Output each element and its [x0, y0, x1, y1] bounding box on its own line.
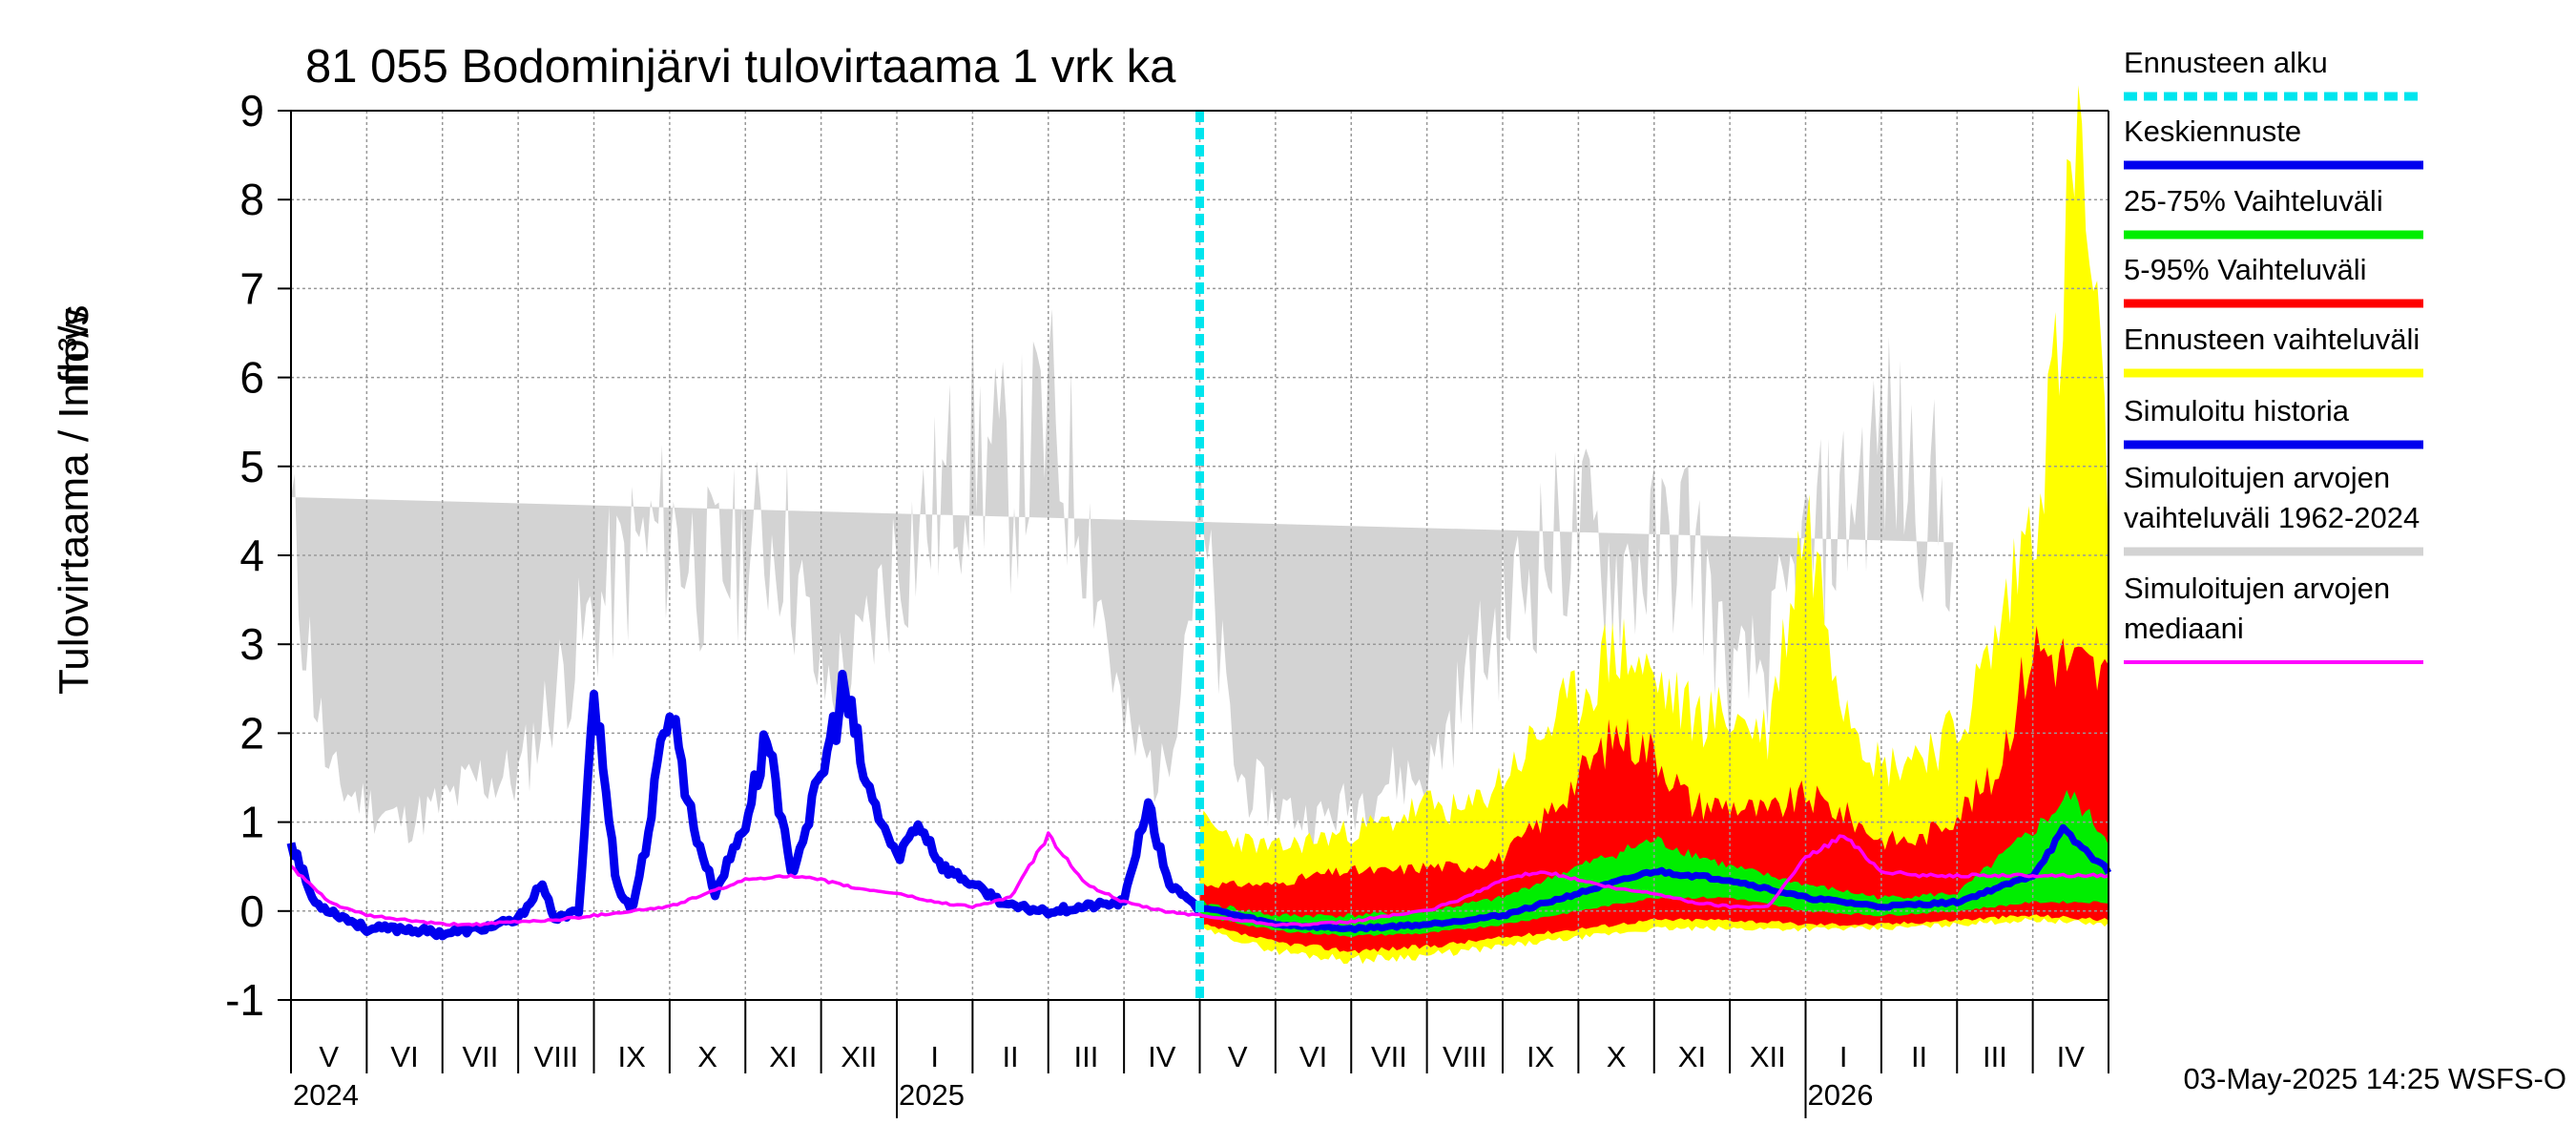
month-label: III	[1983, 1040, 2007, 1073]
p25-75-band	[1199, 790, 2109, 938]
y-tick-labels: -1 0 1 2 3 4 5 6 7 8 9	[225, 86, 264, 1025]
legend-label-mean: Keskiennuste	[2124, 114, 2301, 148]
y-tick-label: 0	[239, 886, 264, 936]
month-label: VI	[390, 1040, 418, 1073]
month-label: XI	[769, 1040, 797, 1073]
axes-layer	[278, 110, 2109, 1118]
legend-label-hrange: Simuloitujen arvojen	[2124, 461, 2390, 494]
y-tick-label: 8	[239, 175, 264, 224]
month-label: II	[1002, 1040, 1018, 1073]
legend-label-hist: Simuloitu historia	[2124, 394, 2350, 427]
year-label: 2024	[293, 1078, 359, 1112]
legend: Ennusteen alku Keskiennuste 25-75% Vaihtel…	[2124, 46, 2423, 664]
median-line	[289, 831, 2109, 927]
y-axis-unit: m³/s	[51, 304, 97, 386]
y-tick-label: 3	[239, 619, 264, 669]
month-label: II	[1911, 1040, 1927, 1073]
year-labels: 2024 2025 2026	[293, 1078, 1873, 1112]
month-label: I	[930, 1040, 939, 1073]
month-label: VI	[1299, 1040, 1327, 1073]
historical-range-band	[291, 308, 1954, 846]
month-label: IX	[618, 1040, 647, 1073]
legend-label-p0595: 5-95% Vaihteluväli	[2124, 253, 2366, 286]
chart-title: 81 055 Bodominjärvi tulovirtaama 1 vrk k…	[305, 41, 1176, 93]
legend-label-median: Simuloitujen arvojen	[2124, 572, 2390, 605]
y-tick-label: -1	[225, 975, 264, 1025]
month-label: IX	[1527, 1040, 1555, 1073]
year-label: 2026	[1808, 1078, 1874, 1112]
y-tick-label: 6	[239, 353, 264, 403]
y-tick-label: 1	[239, 798, 264, 847]
month-label: IV	[2057, 1040, 2086, 1073]
month-label: VIII	[534, 1040, 579, 1073]
legend-label-start: Ennusteen alku	[2124, 46, 2328, 79]
month-label: VII	[1371, 1040, 1407, 1073]
month-label: VIII	[1443, 1040, 1487, 1073]
legend-label-p2575: 25-75% Vaihteluväli	[2124, 184, 2383, 218]
legend-label-hrange: vaihteluväli 1962-2024	[2124, 501, 2420, 534]
legend-label-median: mediaani	[2124, 612, 2244, 645]
timestamp: 03-May-2025 14:25 WSFS-O	[2184, 1062, 2566, 1095]
month-label: V	[1228, 1040, 1248, 1073]
y-tick-label: 4	[239, 531, 264, 580]
month-label: X	[697, 1040, 717, 1073]
y-tick-label: 9	[239, 86, 264, 135]
month-label: X	[1607, 1040, 1627, 1073]
month-label: VII	[462, 1040, 498, 1073]
month-label: III	[1074, 1040, 1099, 1073]
month-label: XII	[841, 1040, 877, 1073]
month-label: IV	[1148, 1040, 1176, 1073]
y-tick-label: 5	[239, 442, 264, 491]
lines-layer	[286, 111, 2112, 1000]
simulated-history-line	[286, 669, 1203, 941]
y-tick-label: 2	[239, 708, 264, 758]
month-labels: V VI VII VIII IX X XI XII I II III IV V VI VII VIII IX X X…	[319, 1040, 2085, 1073]
month-label: XI	[1678, 1040, 1706, 1073]
legend-label-range: Ennusteen vaihteluväli	[2124, 323, 2420, 356]
month-label: XII	[1750, 1040, 1786, 1073]
month-label: V	[319, 1040, 339, 1073]
y-axis-label: Tulovirtaama / Inflow	[51, 308, 97, 695]
mean-forecast-line	[1197, 823, 2112, 933]
y-tick-label: 7	[239, 263, 264, 313]
month-label: I	[1839, 1040, 1848, 1073]
year-label: 2025	[899, 1078, 965, 1112]
